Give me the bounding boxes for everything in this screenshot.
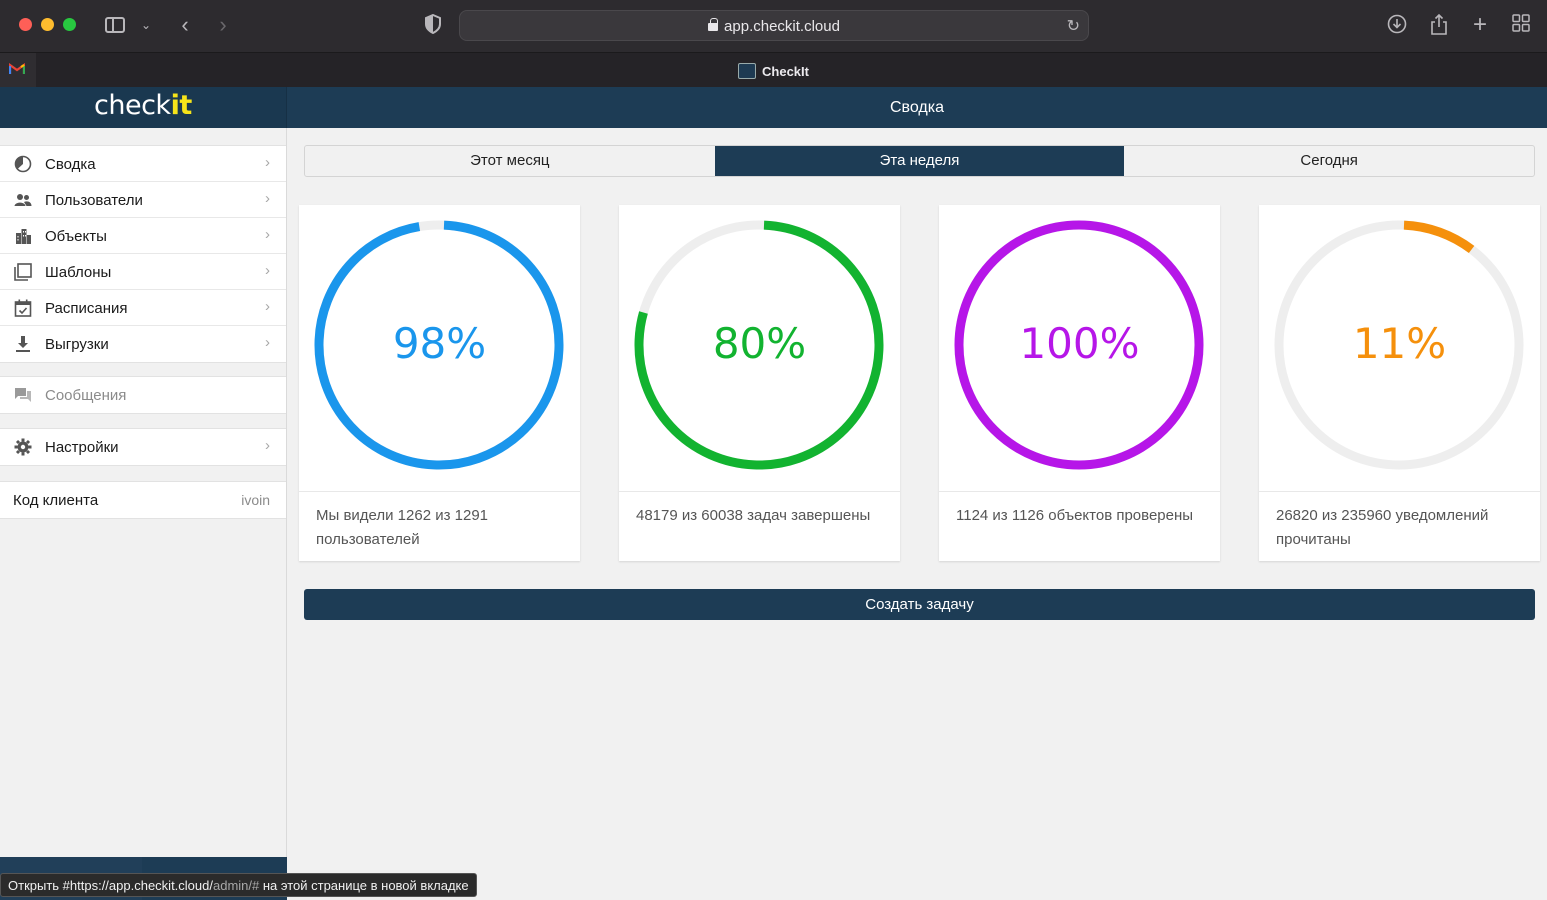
stat-percent: 11%: [1352, 319, 1447, 368]
sidebar-item-label: Объекты: [45, 228, 107, 245]
sidebar-item-label: Расписания: [45, 300, 128, 317]
tab-title: CheckIt: [762, 64, 809, 79]
sidebar-main-menu: Сводка › Пользователи › Объекты › Шаблон…: [0, 145, 286, 363]
browser-toolbar: ⌄ ‹ › app.checkit.cloud ↻ +: [0, 0, 1547, 52]
tab-this-week[interactable]: Эта неделя: [714, 146, 1125, 176]
ring-track: [1274, 220, 1524, 470]
tab-strip: CheckIt: [0, 52, 1547, 88]
lock-icon: [708, 18, 719, 31]
chevron-right-icon: ›: [265, 154, 270, 171]
stat-description: 26820 из 235960 уведомлений прочитаны: [1259, 491, 1540, 561]
forward-icon[interactable]: ›: [219, 12, 227, 37]
templates-icon: [14, 263, 32, 281]
chevron-right-icon: ›: [265, 190, 270, 207]
downloads-icon[interactable]: [1386, 14, 1408, 36]
progress-ring: [1274, 220, 1524, 470]
stat-card-notifications: 11% 26820 из 235960 уведомлений прочитан…: [1259, 205, 1540, 561]
progress-ring: [954, 220, 1204, 470]
sidebar-item-label: Сводка: [45, 156, 96, 173]
chevron-right-icon: ›: [265, 437, 270, 454]
sidebar-item-templates[interactable]: Шаблоны ›: [0, 254, 286, 290]
address-text: app.checkit.cloud: [460, 18, 1088, 35]
sidebar-messages-group: Сообщения: [0, 376, 286, 414]
maximize-window-button[interactable]: [63, 18, 76, 31]
stat-percent: 98%: [392, 319, 487, 368]
client-code-label: Код клиента: [13, 492, 99, 509]
minimize-window-button[interactable]: [41, 18, 54, 31]
stat-description: 1124 из 1126 объектов проверены: [939, 491, 1220, 561]
users-icon: [14, 194, 32, 206]
stat-percent: 100%: [1019, 319, 1140, 368]
back-icon[interactable]: ‹: [181, 12, 189, 37]
sidebar-item-summary[interactable]: Сводка ›: [0, 146, 286, 182]
sidebar-item-label: Пользователи: [45, 192, 143, 209]
download-icon: [16, 336, 30, 352]
status-path: admin/#: [212, 878, 260, 893]
brand-main: check: [94, 90, 171, 121]
sidebar-item-label: Настройки: [45, 439, 119, 456]
close-window-button[interactable]: [19, 18, 32, 31]
buildings-icon: [16, 229, 31, 244]
chevron-down-icon[interactable]: ⌄: [140, 18, 152, 32]
sidebar-settings-group: Настройки ›: [0, 428, 286, 466]
share-icon[interactable]: [1428, 13, 1450, 36]
ring-progress: [954, 220, 1204, 470]
sidebar-client-group: Код клиента ivoin: [0, 481, 286, 519]
calendar-icon: [14, 299, 32, 317]
chevron-right-icon: ›: [265, 334, 270, 351]
url-label: app.checkit.cloud: [724, 18, 840, 35]
stat-description: 48179 из 60038 задач завершены: [619, 491, 900, 561]
gear-icon: [14, 438, 32, 456]
link-status-tooltip: Открыть #https://app.checkit.cloud/admin…: [0, 873, 477, 897]
address-bar[interactable]: app.checkit.cloud ↻: [459, 10, 1089, 41]
sidebar-item-settings[interactable]: Настройки ›: [0, 429, 286, 465]
stat-card-objects: 100% 1124 из 1126 объектов проверены: [939, 205, 1220, 561]
brand-text: checkit: [94, 90, 192, 121]
favicon-icon: [738, 63, 757, 79]
sidebar-toggle-icon[interactable]: [105, 14, 129, 36]
app-header: checkit Сводка: [0, 87, 1547, 128]
create-task-button[interactable]: Создать задачу: [304, 589, 1535, 620]
sidebar-item-exports[interactable]: Выгрузки ›: [0, 326, 286, 362]
reload-icon[interactable]: ↻: [1066, 18, 1080, 35]
sidebar-item-schedules[interactable]: Расписания ›: [0, 290, 286, 326]
messages-icon: [15, 388, 31, 402]
tab-overview-icon[interactable]: [1510, 14, 1532, 36]
new-tab-icon[interactable]: +: [1472, 11, 1487, 38]
progress-ring: [314, 220, 564, 470]
tab-this-month[interactable]: Этот месяц: [470, 152, 550, 169]
pinned-tab-gmail[interactable]: [0, 53, 36, 88]
chevron-right-icon: ›: [265, 298, 270, 315]
status-prefix: Открыть #https://app.checkit.cloud/: [8, 878, 213, 893]
stat-percent: 80%: [712, 319, 807, 368]
chevron-right-icon: ›: [265, 226, 270, 243]
client-code-row: Код клиента ivoin: [0, 482, 286, 518]
chevron-right-icon: ›: [265, 262, 270, 279]
brand-highlight: it: [170, 90, 193, 121]
gmail-icon: [9, 63, 25, 74]
sidebar-item-users[interactable]: Пользователи ›: [0, 182, 286, 218]
progress-ring: [634, 220, 884, 470]
period-tabs: Этот месяц Эта неделя Сегодня: [304, 145, 1535, 177]
stat-card-users: 98% Мы видели 1262 из 1291 пользователей: [299, 205, 580, 561]
page-title: Сводка: [889, 99, 944, 116]
sidebar-item-label: Сообщения: [45, 387, 127, 404]
sidebar-item-label: Шаблоны: [45, 264, 112, 281]
stat-card-tasks: 80% 48179 из 60038 задач завершены: [619, 205, 900, 561]
browser-chrome: ⌄ ‹ › app.checkit.cloud ↻ + CheckIt: [0, 0, 1547, 88]
brand-logo[interactable]: checkit: [0, 87, 287, 128]
sidebar: Сводка › Пользователи › Объекты › Шаблон…: [0, 128, 287, 900]
status-suffix: на этой странице в новой вкладке: [259, 878, 469, 893]
active-tab[interactable]: CheckIt: [0, 63, 1547, 79]
sidebar-item-messages[interactable]: Сообщения: [0, 377, 286, 413]
dashboard-icon: [14, 155, 32, 173]
client-code-value: ivoin: [241, 492, 270, 508]
sidebar-item-objects[interactable]: Объекты ›: [0, 218, 286, 254]
sidebar-item-label: Выгрузки: [45, 336, 109, 353]
tab-today[interactable]: Сегодня: [1300, 152, 1358, 169]
privacy-shield-icon[interactable]: [422, 13, 444, 36]
stat-description: Мы видели 1262 из 1291 пользователей: [299, 491, 580, 561]
